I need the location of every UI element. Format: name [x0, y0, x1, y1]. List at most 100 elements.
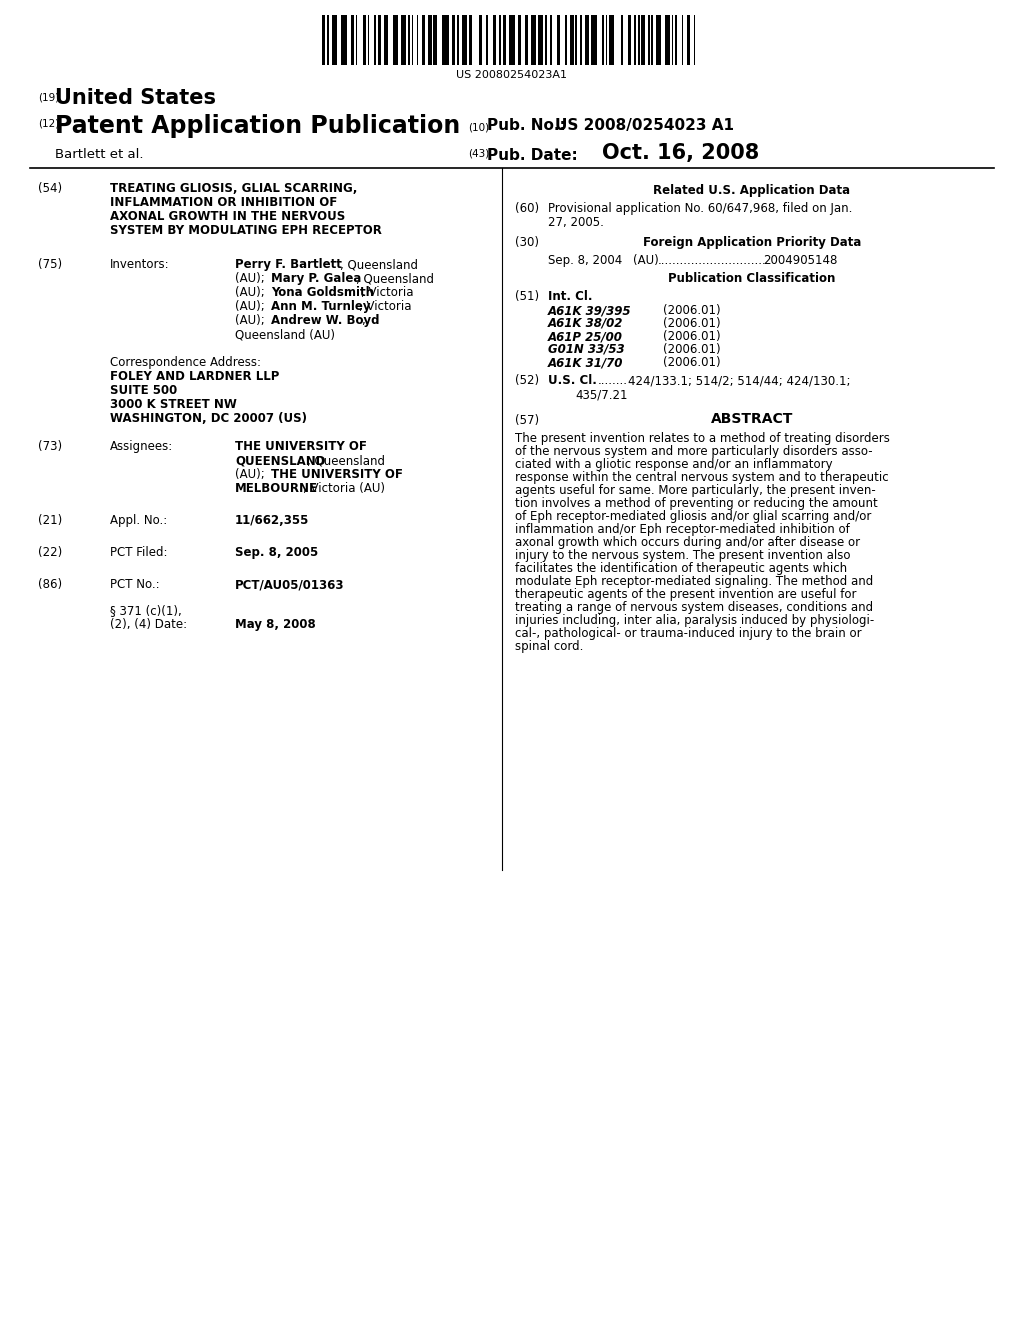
Text: (30): (30) — [515, 236, 539, 249]
Text: Oct. 16, 2008: Oct. 16, 2008 — [602, 143, 759, 162]
Text: (57): (57) — [515, 414, 539, 426]
Text: 424/133.1; 514/2; 514/44; 424/130.1;: 424/133.1; 514/2; 514/44; 424/130.1; — [628, 374, 851, 387]
Text: A61P 25/00: A61P 25/00 — [548, 330, 623, 343]
Bar — [457, 15, 459, 65]
Bar — [539, 15, 544, 65]
Text: (2006.01): (2006.01) — [663, 356, 721, 370]
Bar — [656, 15, 662, 65]
Bar — [606, 15, 607, 65]
Text: US 2008/0254023 A1: US 2008/0254023 A1 — [555, 117, 734, 133]
Text: axonal growth which occurs during and/or after disease or: axonal growth which occurs during and/or… — [515, 536, 860, 549]
Text: 27, 2005.: 27, 2005. — [548, 216, 604, 228]
Text: WASHINGTON, DC 20007 (US): WASHINGTON, DC 20007 (US) — [110, 412, 307, 425]
Text: Related U.S. Application Data: Related U.S. Application Data — [653, 183, 851, 197]
Bar — [570, 15, 573, 65]
Text: treating a range of nervous system diseases, conditions and: treating a range of nervous system disea… — [515, 601, 873, 614]
Text: (AU);: (AU); — [234, 286, 268, 300]
Bar — [524, 15, 528, 65]
Text: Sep. 8, 2005: Sep. 8, 2005 — [234, 546, 318, 558]
Bar — [362, 15, 366, 65]
Text: (10): (10) — [468, 121, 489, 132]
Text: (60): (60) — [515, 202, 539, 215]
Text: tion involves a method of preventing or reducing the amount: tion involves a method of preventing or … — [515, 498, 878, 510]
Text: Int. Cl.: Int. Cl. — [548, 290, 593, 304]
Bar — [672, 15, 674, 65]
Bar — [500, 15, 501, 65]
Bar — [545, 15, 547, 65]
Text: US 20080254023A1: US 20080254023A1 — [457, 70, 567, 81]
Text: 11/662,355: 11/662,355 — [234, 513, 309, 527]
Bar — [602, 15, 604, 65]
Text: Sep. 8, 2004: Sep. 8, 2004 — [548, 253, 623, 267]
Bar — [442, 15, 449, 65]
Text: ABSTRACT: ABSTRACT — [711, 412, 794, 426]
Text: 2004905148: 2004905148 — [763, 253, 838, 267]
Text: Andrew W. Boyd: Andrew W. Boyd — [271, 314, 380, 327]
Text: , Queensland: , Queensland — [340, 257, 418, 271]
Text: THE UNIVERSITY OF: THE UNIVERSITY OF — [234, 440, 367, 453]
Text: modulate Eph receptor-mediated signaling. The method and: modulate Eph receptor-mediated signaling… — [515, 576, 873, 587]
Text: Perry F. Bartlett: Perry F. Bartlett — [234, 257, 342, 271]
Text: response within the central nervous system and to therapeutic: response within the central nervous syst… — [515, 471, 889, 484]
Text: THE UNIVERSITY OF: THE UNIVERSITY OF — [271, 469, 402, 480]
Text: Ann M. Turnley: Ann M. Turnley — [271, 300, 371, 313]
Text: cal-, pathological- or trauma-induced injury to the brain or: cal-, pathological- or trauma-induced in… — [515, 627, 861, 640]
Text: (AU): (AU) — [633, 253, 658, 267]
Bar — [422, 15, 425, 65]
Bar — [332, 15, 337, 65]
Bar — [417, 15, 418, 65]
Text: Publication Classification: Publication Classification — [669, 272, 836, 285]
Text: PCT/AU05/01363: PCT/AU05/01363 — [234, 578, 344, 591]
Text: of the nervous system and more particularly disorders asso-: of the nervous system and more particula… — [515, 445, 872, 458]
Bar — [581, 15, 582, 65]
Bar — [531, 15, 537, 65]
Text: May 8, 2008: May 8, 2008 — [234, 618, 315, 631]
Text: (52): (52) — [515, 374, 539, 387]
Bar — [575, 15, 577, 65]
Bar — [479, 15, 482, 65]
Text: The present invention relates to a method of treating disorders: The present invention relates to a metho… — [515, 432, 890, 445]
Bar — [557, 15, 560, 65]
Bar — [493, 15, 496, 65]
Text: (AU);: (AU); — [234, 314, 268, 327]
Text: (51): (51) — [515, 290, 539, 304]
Bar — [641, 15, 644, 65]
Text: inflammation and/or Eph receptor-mediated inhibition of: inflammation and/or Eph receptor-mediate… — [515, 523, 850, 536]
Bar — [355, 15, 357, 65]
Text: (AU);: (AU); — [234, 469, 268, 480]
Text: of Eph receptor-mediated gliosis and/or glial scarring and/or: of Eph receptor-mediated gliosis and/or … — [515, 510, 871, 523]
Bar — [452, 15, 456, 65]
Bar — [375, 15, 376, 65]
Text: , Victoria: , Victoria — [359, 300, 412, 313]
Text: (75): (75) — [38, 257, 62, 271]
Bar — [378, 15, 381, 65]
Text: SYSTEM BY MODULATING EPH RECEPTOR: SYSTEM BY MODULATING EPH RECEPTOR — [110, 224, 382, 238]
Bar — [412, 15, 414, 65]
Text: (AU);: (AU); — [234, 272, 268, 285]
Text: Provisional application No. 60/647,968, filed on Jan.: Provisional application No. 60/647,968, … — [548, 202, 852, 215]
Bar — [409, 15, 410, 65]
Text: ,: , — [361, 314, 365, 327]
Text: A61K 39/395: A61K 39/395 — [548, 304, 632, 317]
Text: G01N 33/53: G01N 33/53 — [548, 343, 625, 356]
Bar — [651, 15, 653, 65]
Text: ........: ........ — [598, 374, 628, 387]
Bar — [586, 15, 589, 65]
Text: (54): (54) — [38, 182, 62, 195]
Text: spinal cord.: spinal cord. — [515, 640, 584, 653]
Text: United States: United States — [55, 88, 216, 108]
Text: (AU);: (AU); — [234, 300, 268, 313]
Text: (73): (73) — [38, 440, 62, 453]
Bar — [693, 15, 695, 65]
Text: U.S. Cl.: U.S. Cl. — [548, 374, 597, 387]
Text: , Queensland: , Queensland — [307, 454, 385, 467]
Bar — [401, 15, 407, 65]
Bar — [591, 15, 597, 65]
Text: 3000 K STREET NW: 3000 K STREET NW — [110, 399, 237, 411]
Text: Pub. No.:: Pub. No.: — [487, 117, 565, 133]
Text: (19): (19) — [38, 92, 59, 102]
Bar — [384, 15, 388, 65]
Bar — [635, 15, 636, 65]
Bar — [469, 15, 472, 65]
Bar — [628, 15, 631, 65]
